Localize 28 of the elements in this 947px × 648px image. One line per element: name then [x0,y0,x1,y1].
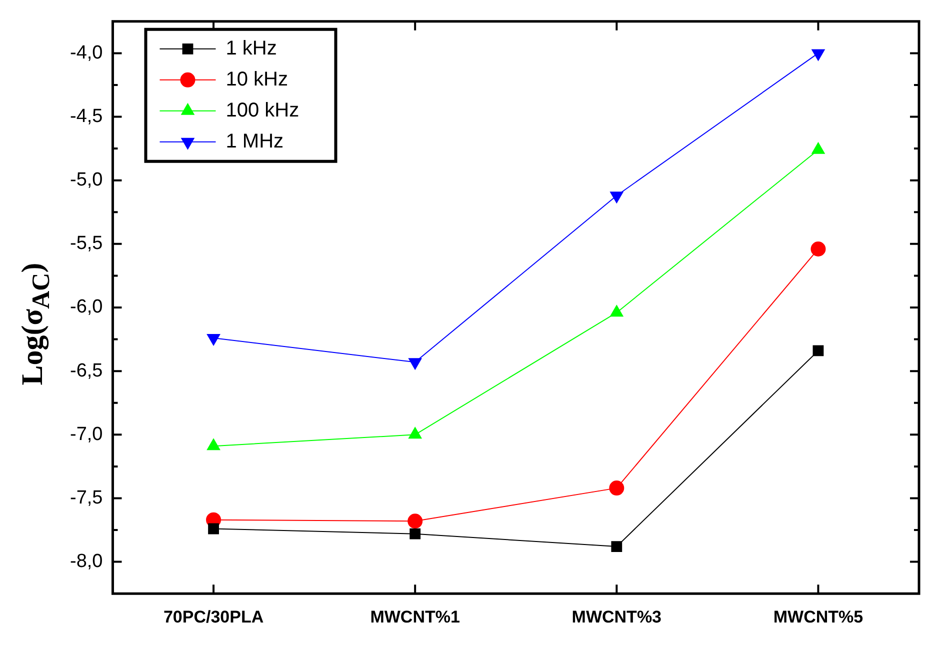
point [610,192,624,204]
y-tick-label: -8,0 [70,551,103,572]
x-tick-label: MWCNT%5 [773,607,864,626]
point [410,528,421,540]
y-tick-label: -6,5 [70,360,103,382]
y-tick-label: -4,5 [70,106,103,127]
legend-label: 1 kHz [226,37,277,60]
y-tick-label: -6,0 [70,296,103,318]
point [208,523,219,534]
point [408,358,422,370]
legend-label: 100 kHz [226,99,300,122]
point [611,541,622,552]
x-tick-label: MWCNT%3 [572,607,662,626]
point [812,345,824,356]
point [812,49,825,61]
point [206,334,220,346]
point [609,480,624,496]
y-tick-label: -7,5 [70,487,103,508]
x-tick-label: 70PC/30PLA [163,607,264,626]
legend-label: 1 MHz [226,130,284,152]
point [408,514,423,529]
legend-label: 10 kHz [226,68,288,90]
y-tick-label: -5,5 [70,233,103,254]
x-tick-label: MWCNT%1 [370,607,460,626]
y-tick-label: -7,0 [70,424,103,445]
y-tick-label: -5,0 [70,170,103,191]
y-tick-label: -4,0 [70,42,103,64]
point [810,242,826,257]
